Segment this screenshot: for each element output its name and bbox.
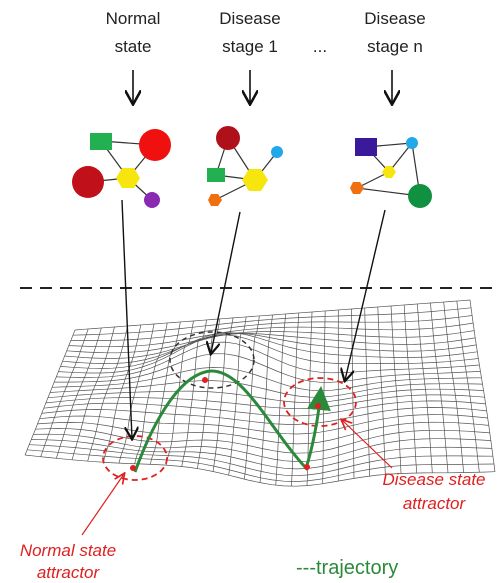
stage-label: stage n [367,37,423,56]
mesh-line [56,328,101,458]
stage-label: Disease [219,9,280,28]
mesh-line [323,311,326,484]
stage-label: stage 1 [222,37,278,56]
network-normal [72,129,171,208]
network-stagen [350,137,432,208]
annotation: attractor [37,563,101,582]
mesh-line [40,415,488,434]
diagram: Normal state Disease stage 1 ... Disease… [0,0,504,583]
ellipsis: ... [313,37,327,56]
mesh-line [135,323,168,464]
trajectory-legend: ---trajectory [296,557,398,579]
annotation: attractor [403,494,467,513]
stage-label: Disease [364,9,425,28]
network-stage1 [207,126,283,206]
down-arrows [133,70,392,103]
mesh-line [75,300,470,330]
mesh-line [41,329,88,457]
stage-label: state [115,37,152,56]
mesh-line [365,308,370,476]
stage-label: Normal [106,9,161,28]
mesh-line [378,307,386,474]
annotation: Normal state [20,541,116,560]
landscape-mesh [25,300,495,486]
mesh-line [470,300,495,472]
mesh-line [391,306,401,474]
mesh-line [457,301,480,472]
annotation: Disease state [383,470,486,489]
annotation-arrow [82,474,124,535]
